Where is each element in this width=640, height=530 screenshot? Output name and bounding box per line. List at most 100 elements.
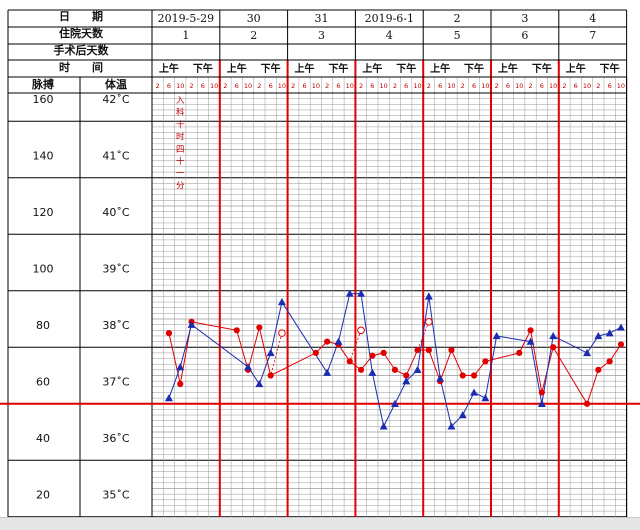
pulse-point [266,348,275,357]
temperature-tick-label: 39˚C [102,263,129,276]
hour-label: 10 [549,82,557,90]
temperature-point [391,366,399,373]
temperature-tick-label: 42˚C [102,93,129,106]
temperature-tick-label: 41˚C [102,150,129,163]
temperature-point [527,327,534,334]
hour-label: 2 [257,82,261,90]
temperature-point [312,349,319,356]
admission-note-char: 入 [176,96,185,106]
hour-label: 6 [302,82,306,90]
date-row-label: 日 期 [59,9,103,23]
day-date: 2019-5-29 [158,12,214,25]
hour-label: 10 [481,82,489,90]
hour-label: 10 [617,82,625,90]
pulse-point [481,394,490,402]
am-label: 上午 [430,62,450,75]
inpatient-day-number: 1 [182,29,189,42]
hour-label: 6 [506,82,510,90]
pulse-point [255,379,264,388]
inpatient-day-number: 4 [386,29,393,42]
hour-label: 10 [244,82,252,90]
admission-note-char: 十 [176,119,185,130]
hour-label: 10 [312,82,320,90]
pulse-point [549,331,558,340]
pulse-point [424,292,433,300]
hour-label: 2 [291,82,295,90]
temperature-tick-label: 37˚C [102,376,129,389]
temperature-point [606,358,613,365]
temperature-point [448,346,455,354]
pulse-point [323,368,332,376]
hour-label: 10 [583,82,591,90]
pm-label: 下午 [600,62,620,75]
pm-label: 下午 [193,62,213,75]
day-date: 3 [521,12,528,25]
pulse-point [379,422,388,430]
temperature-point [324,338,331,345]
day-date: 4 [589,12,596,25]
hour-label: 10 [515,82,523,90]
pulse-point [390,399,399,407]
temperature-tick-label: 40˚C [102,206,129,219]
pm-label: 下午 [396,62,416,75]
pm-label: 下午 [261,62,281,75]
pulse-tick-label: 120 [33,206,54,219]
temperature-point [414,346,421,354]
hour-label: 10 [176,82,184,90]
temperature-point [583,400,591,407]
admission-note-char: 一 [176,169,185,179]
pulse-point [368,368,377,376]
cooling-connector [270,333,283,376]
temperature-point [617,341,625,348]
hour-label: 2 [359,82,363,90]
cooling-temperature-point [278,329,286,337]
pulse-point [402,377,411,385]
admission-note-char: 四 [176,145,185,155]
temperature-tick-label: 35˚C [102,489,129,502]
pulse-point [616,323,625,331]
cooling-temperature-point [357,326,365,335]
hour-label: 2 [596,82,600,90]
temperature-point [233,327,240,334]
hour-label: 6 [438,82,442,90]
hour-label: 10 [210,82,218,90]
hour-label: 6 [472,82,476,90]
temperature-point [550,344,557,351]
temperature-column-label: 体温 [105,77,127,91]
hour-label: 2 [562,82,566,90]
pulse-point [594,331,603,340]
axis-labels: 160 140 120 100 80 60 40 20 42˚C 41˚C 40˚C 39˚C 38˚C… [33,93,130,502]
hour-label: 10 [278,82,286,90]
hour-label: 6 [167,82,171,90]
hour-label: 10 [413,82,421,90]
post-op-days-label: 手术后天数 [54,43,110,57]
pulse-point [345,289,354,297]
window-bottom-scrollbar[interactable] [0,517,640,530]
am-label: 上午 [227,62,247,75]
hour-label: 2 [223,82,227,90]
pulse-point [458,411,467,419]
hour-label: 6 [608,82,612,90]
pulse-point [413,365,422,374]
inpatient-day-number: 7 [589,29,596,42]
pulse-point [164,394,173,402]
cooling-connector [349,330,362,362]
pulse-tick-label: 80 [36,319,50,332]
temperature-point [256,324,263,331]
temperature-point [482,358,489,365]
day-date: 2 [454,12,461,25]
hour-label: 2 [156,82,160,90]
pulse-point [605,329,614,337]
temperature-point [346,358,353,365]
pulse-point [447,422,456,430]
series-markers [164,289,625,430]
pulse-tick-label: 140 [33,150,54,163]
hour-label: 2 [461,82,465,90]
pm-label: 下午 [464,62,484,75]
pm-label: 下午 [532,62,552,75]
pulse-point [187,320,196,328]
pulse-point [436,374,445,382]
hour-label: 6 [235,82,239,90]
hour-label: 6 [201,82,205,90]
